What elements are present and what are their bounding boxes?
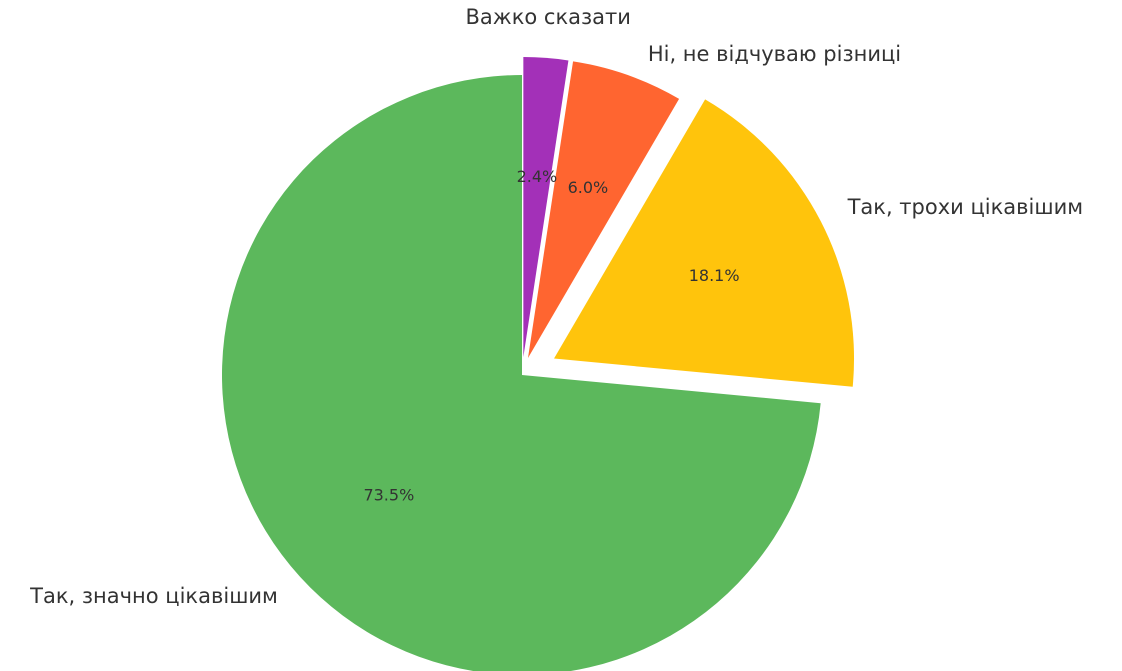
pie-percent-label-3: 73.5% (363, 486, 414, 505)
pie-percent-label-1: 6.0% (568, 178, 609, 197)
pie-slice-1 (527, 61, 680, 359)
pie-slice-0 (523, 57, 569, 358)
pie-category-label-1: Ні, не відчуваю різниці (648, 42, 901, 66)
pie-percent-label-0: 2.4% (517, 167, 558, 186)
pie-category-label-0: Важко сказати (466, 5, 631, 29)
pie-category-label-3: Так, значно цікавішим (29, 584, 278, 608)
pie-percent-label-2: 18.1% (689, 266, 740, 285)
pie-slices (222, 57, 855, 671)
pie-percent-labels: 2.4% 6.0% 18.1% 73.5% (363, 167, 739, 505)
pie-slice-3 (222, 75, 821, 671)
pie-category-labels: Важко сказати Ні, не відчуваю різниці Так,… (29, 5, 1083, 608)
pie-category-label-2: Так, трохи цікавішим (847, 195, 1083, 219)
pie-slice-2 (554, 99, 855, 387)
